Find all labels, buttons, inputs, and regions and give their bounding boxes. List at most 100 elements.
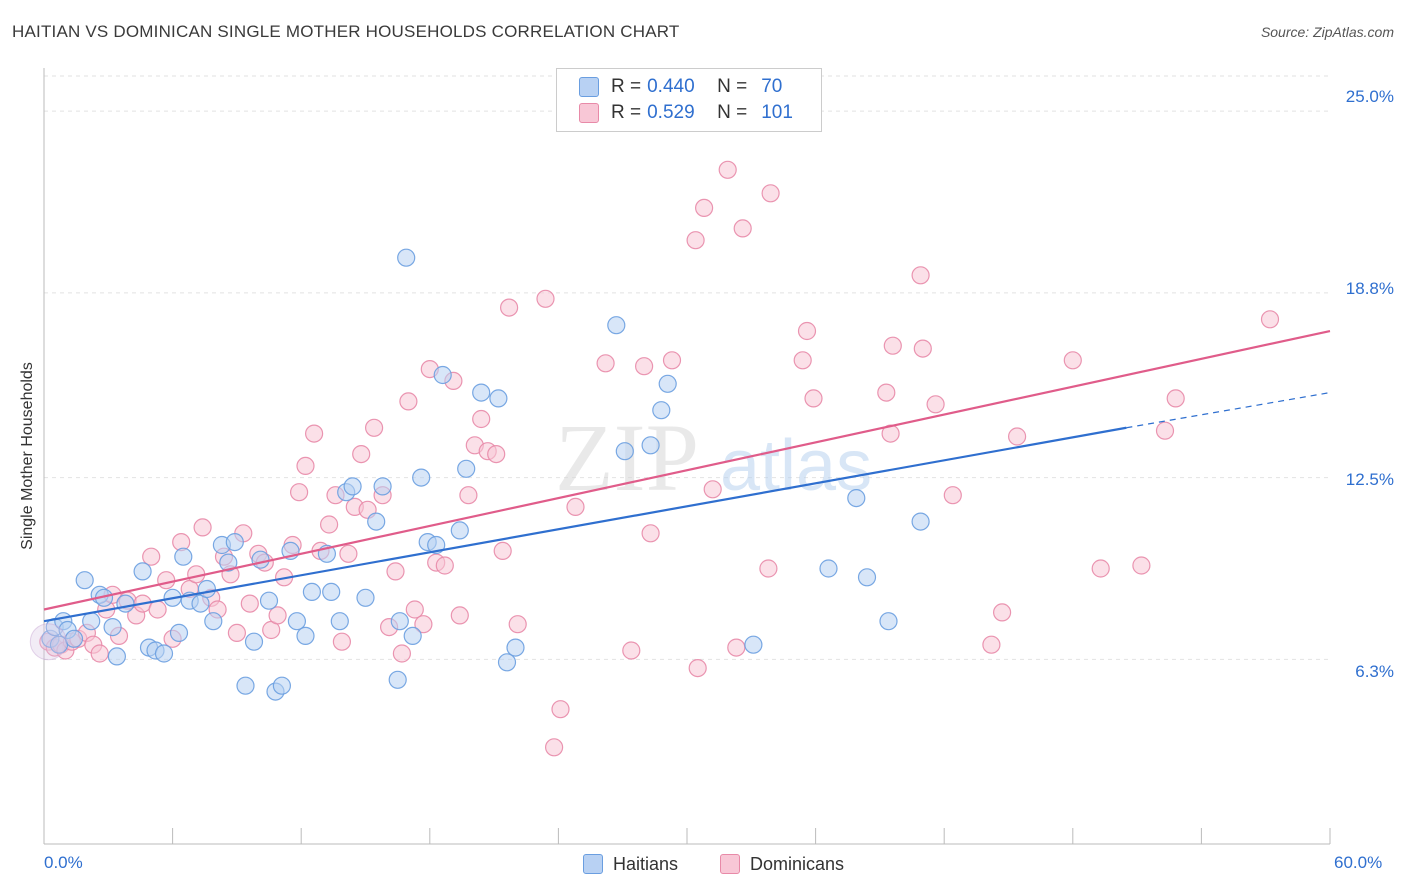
n-label: N =	[717, 76, 748, 97]
chart-title: HAITIAN VS DOMINICAN SINGLE MOTHER HOUSE…	[12, 22, 680, 41]
haitian-point	[744, 635, 763, 654]
n-value-dominicans: 101	[761, 102, 793, 123]
haitian-point	[343, 477, 362, 496]
dominican-point	[926, 395, 945, 414]
dominican-point	[694, 198, 714, 217]
dominican-point	[365, 418, 384, 437]
cluster-point	[29, 623, 67, 661]
dominican-point	[339, 544, 358, 563]
haitian-point	[154, 644, 174, 663]
dominican-point	[982, 635, 1001, 654]
haitian-point	[472, 383, 491, 402]
dominican-point	[536, 289, 555, 308]
haitian-point	[506, 638, 525, 657]
r-label: R =	[611, 102, 642, 123]
dominican-point	[727, 638, 746, 657]
haitian-point	[322, 582, 341, 602]
haitian-point	[857, 568, 877, 587]
dominican-point	[913, 339, 932, 358]
dominican-point	[662, 351, 682, 370]
dominican-point	[296, 456, 315, 475]
dominican-point	[733, 219, 752, 238]
haitian-point	[652, 401, 671, 420]
haitian-point	[244, 632, 264, 651]
trend-lines	[43, 329, 1331, 623]
haitian-point	[641, 436, 660, 455]
dominican-point	[883, 336, 902, 355]
dominican-point	[227, 623, 246, 643]
haitians-label: Haitians	[613, 853, 679, 874]
y-tick-label: 12.5%	[1345, 470, 1394, 489]
haitians-swatch	[583, 854, 603, 874]
legend-row-haitians: R = 0.440 N = 70	[579, 74, 782, 100]
x-tick-label: 60.0%	[1334, 853, 1383, 872]
dominican-point	[759, 559, 778, 578]
haitian-point	[658, 374, 677, 393]
haitian-point	[397, 248, 416, 267]
axes	[43, 68, 1331, 845]
haitian-point	[373, 477, 392, 496]
dominican-point	[877, 383, 896, 402]
dominican-point	[797, 321, 817, 341]
dominican-point	[305, 424, 324, 443]
haitians-trend-extension	[1126, 391, 1331, 429]
haitian-point	[356, 588, 375, 607]
dominicans-swatch	[720, 854, 740, 874]
watermark-atlas: atlas	[720, 426, 872, 506]
y-axis-label: Single Mother Households	[19, 362, 36, 550]
dominican-point	[493, 541, 512, 561]
haitian-point	[497, 653, 517, 672]
dominican-point	[1007, 427, 1027, 446]
dominican-point	[332, 632, 351, 651]
dominican-point	[352, 445, 371, 464]
haitian-point	[75, 571, 94, 590]
haitians-swatch	[579, 77, 599, 97]
haitian-point	[457, 459, 476, 478]
x-tick-label: 0.0%	[44, 853, 83, 872]
dominican-point	[500, 298, 519, 317]
dominican-point	[551, 700, 570, 719]
haitian-point	[259, 591, 279, 610]
haitian-point	[219, 553, 238, 572]
dominican-point	[405, 600, 424, 619]
haitian-point	[116, 594, 135, 613]
dominican-point	[240, 594, 259, 613]
dominican-point	[634, 357, 654, 376]
dominican-point	[793, 351, 812, 370]
data-points	[29, 160, 1280, 757]
dominican-point	[566, 497, 585, 516]
dominican-point	[1091, 559, 1110, 578]
dominican-point	[268, 606, 287, 625]
dominican-point	[1155, 421, 1175, 440]
dominican-point	[487, 445, 506, 464]
dominican-point	[290, 483, 309, 502]
haitian-point	[64, 629, 84, 648]
haitian-point	[847, 489, 866, 508]
haitians-trend-line	[43, 426, 1127, 623]
dominicans-swatch	[579, 103, 599, 123]
dominican-point	[392, 644, 411, 663]
bottom-legend-haitians: Haitians	[583, 852, 678, 876]
haitian-point	[607, 316, 626, 335]
dominican-point	[1132, 556, 1151, 575]
haitian-point	[225, 532, 244, 552]
haitian-point	[287, 612, 306, 631]
haitian-point	[296, 626, 315, 646]
dominican-point	[544, 738, 564, 757]
dominican-point	[148, 600, 167, 619]
haitian-point	[133, 562, 152, 581]
dominican-point	[641, 524, 660, 543]
dominican-point	[386, 562, 405, 581]
haitian-point	[412, 468, 431, 487]
dominican-point	[688, 658, 707, 678]
dominicans-label: Dominicans	[750, 853, 845, 874]
haitian-point	[82, 612, 101, 631]
dominican-point	[508, 615, 527, 634]
haitian-point	[103, 617, 122, 637]
dominican-point	[157, 571, 176, 590]
dominican-point	[703, 480, 722, 499]
dominican-point	[943, 486, 962, 505]
haitian-point	[330, 612, 349, 631]
haitian-point	[169, 623, 189, 643]
